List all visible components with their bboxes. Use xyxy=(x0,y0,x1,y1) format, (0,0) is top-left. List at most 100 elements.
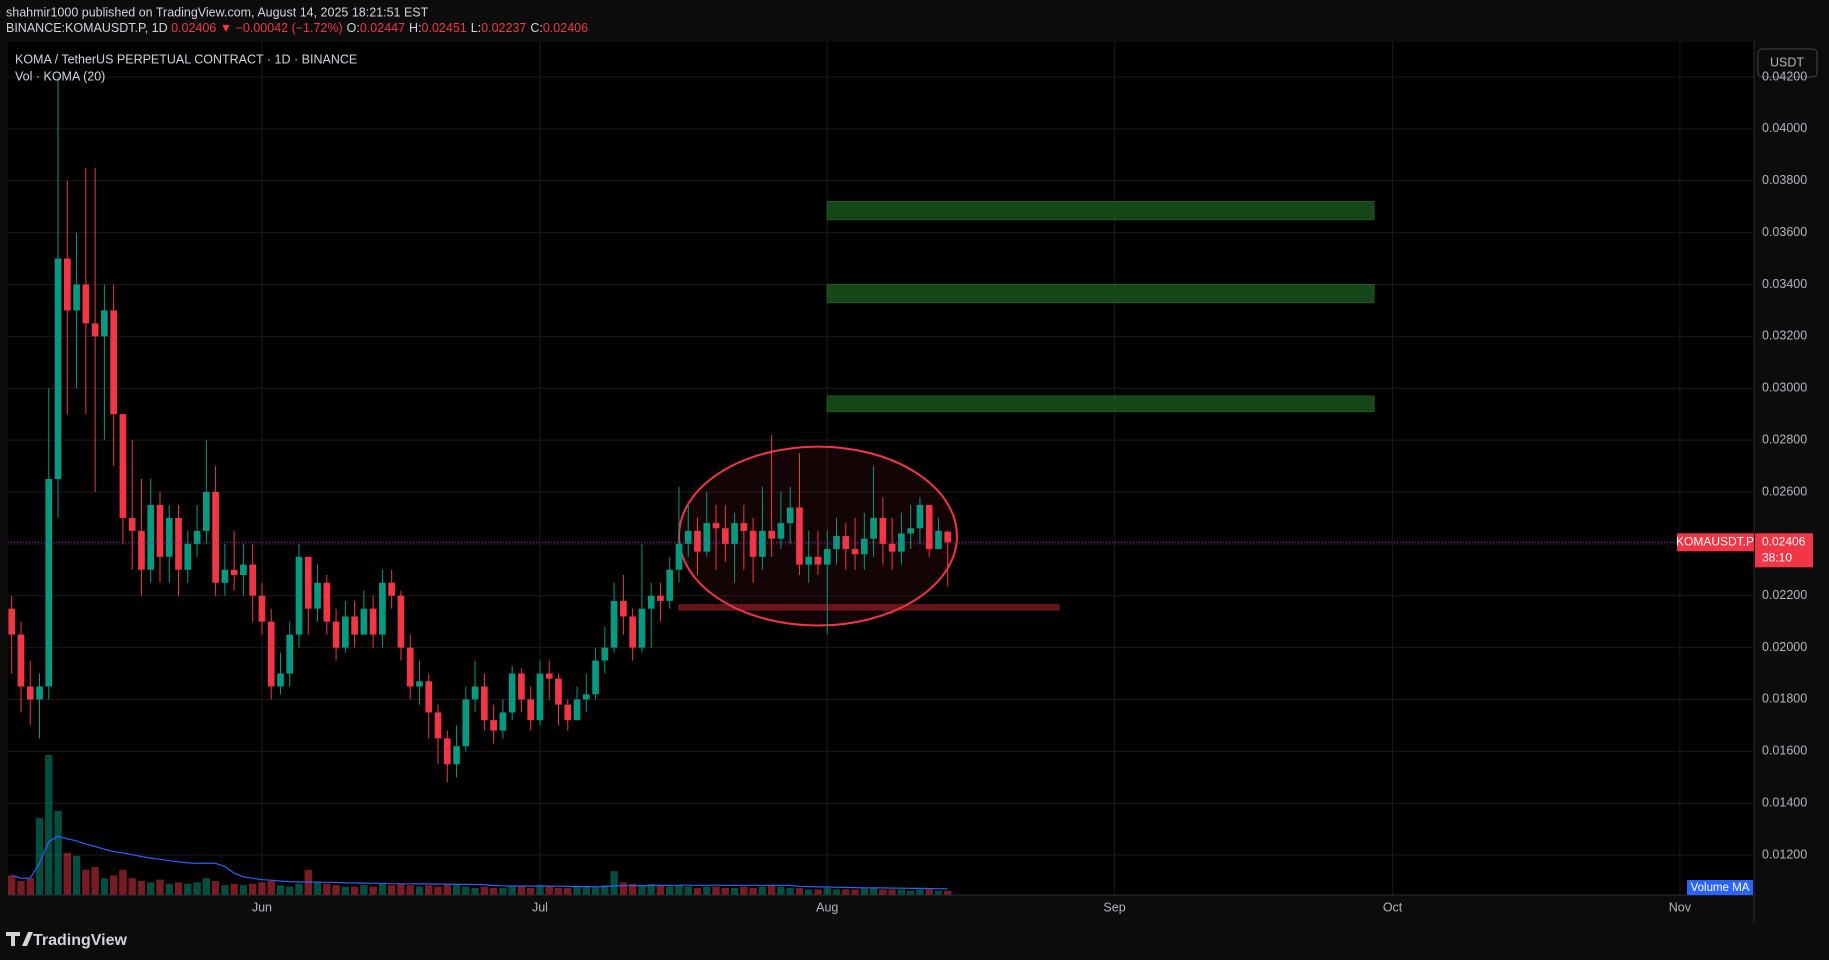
y-tick-label: 0.02000 xyxy=(1762,640,1807,654)
price-tag-price: 0.02406 xyxy=(1762,534,1806,548)
volume-bar xyxy=(221,885,229,895)
currency-button[interactable] xyxy=(1757,48,1818,78)
candle-body xyxy=(267,621,275,687)
x-tick-label: Nov xyxy=(1669,900,1692,914)
volume-bar xyxy=(248,883,257,895)
candle-body xyxy=(138,530,145,570)
candle-body xyxy=(508,673,516,713)
volume-bar xyxy=(693,888,702,895)
publisher: shahmir1000 published on TradingView.com… xyxy=(6,5,429,19)
volume-bar xyxy=(703,886,711,895)
volume-bar xyxy=(54,811,62,895)
y-tick-label: 0.03800 xyxy=(1762,173,1807,187)
y-tick-label: 0.01200 xyxy=(1762,847,1807,861)
logo xyxy=(6,932,33,946)
volume-bar xyxy=(350,886,359,895)
candle-body xyxy=(45,479,53,687)
volume-bar xyxy=(934,890,943,895)
volume-bar xyxy=(619,882,628,895)
candle-body xyxy=(481,686,488,721)
candle-body xyxy=(453,746,460,765)
candle-body xyxy=(684,530,692,544)
volume-bar xyxy=(684,886,692,895)
candle-body xyxy=(286,634,294,674)
candle-body xyxy=(796,507,803,565)
volume-bar xyxy=(805,889,813,895)
candle-body xyxy=(443,738,451,765)
legend-volume: Vol · KOMA (20) xyxy=(15,69,105,83)
candle-body xyxy=(944,531,952,543)
volume-bar xyxy=(591,886,600,895)
volume-ma-label-bg xyxy=(1687,880,1753,895)
candle-body xyxy=(935,530,942,550)
candle-body xyxy=(156,504,164,557)
volume-bar xyxy=(452,885,461,895)
candle-body xyxy=(434,712,442,739)
ohlc-key: H: xyxy=(409,21,422,35)
volume-bar xyxy=(869,888,878,895)
volume-bar xyxy=(906,890,915,895)
y-tick-label: 0.03000 xyxy=(1762,381,1807,395)
volume-bar xyxy=(230,883,238,895)
volume-bar xyxy=(72,855,81,895)
volume-bar xyxy=(832,889,841,895)
y-tick-label: 0.04000 xyxy=(1762,121,1807,135)
candle-body xyxy=(379,582,386,635)
volume-bar xyxy=(526,888,535,895)
volume-bar xyxy=(425,885,433,895)
y-tick-label: 0.01400 xyxy=(1762,795,1807,809)
x-tick-label: Jul xyxy=(532,900,548,914)
volume-bar xyxy=(434,886,442,895)
volume-bar xyxy=(860,888,869,895)
candle-body xyxy=(638,608,646,648)
candle-body xyxy=(629,616,636,648)
volume-bar xyxy=(313,882,322,895)
candle-body xyxy=(527,699,535,721)
candle-body xyxy=(573,699,581,721)
volume-ma xyxy=(11,835,948,890)
candle-body xyxy=(907,528,914,534)
candle-body xyxy=(888,543,896,552)
candle-body xyxy=(342,616,349,648)
volume-bar xyxy=(795,888,804,895)
volume-bar xyxy=(665,886,674,895)
volume-bar xyxy=(499,888,507,895)
candle-body xyxy=(397,595,405,648)
volume-bar xyxy=(443,883,451,895)
change: ▼ −0.00042 (−1.72%) xyxy=(220,21,343,35)
volume-bar xyxy=(239,885,248,895)
y-tick-label: 0.02800 xyxy=(1762,432,1807,446)
volume-bar xyxy=(193,882,201,895)
volume-bar xyxy=(758,886,767,895)
volume-bar xyxy=(360,885,368,895)
candle-body xyxy=(249,564,256,596)
volume-bar xyxy=(258,882,266,895)
candle-body xyxy=(499,712,507,731)
volume-bar xyxy=(879,889,887,895)
candle-body xyxy=(101,310,108,337)
x-tick-label: Jun xyxy=(252,900,272,914)
candle-body xyxy=(925,504,933,550)
volume-bar xyxy=(174,882,183,895)
candle-body xyxy=(462,699,470,747)
volume-bar xyxy=(842,889,850,895)
price-tag-symbol-bg xyxy=(1677,533,1754,552)
volume-bar xyxy=(137,881,146,895)
candle-body xyxy=(721,528,729,544)
currency[interactable]: USDT xyxy=(1770,55,1804,69)
volume-bar xyxy=(536,885,544,895)
candle-body xyxy=(119,414,127,518)
candle-body xyxy=(8,608,16,635)
x-tick-label: Sep xyxy=(1103,900,1125,914)
candle-body xyxy=(777,523,785,539)
candle-body xyxy=(128,517,136,531)
y-tick-label: 0.01600 xyxy=(1762,744,1807,758)
grid xyxy=(8,42,1754,895)
volume-bar xyxy=(851,889,859,895)
candle-body xyxy=(703,523,711,552)
candle-body xyxy=(786,507,794,524)
candle-body xyxy=(230,569,238,575)
volume-bar xyxy=(100,878,109,895)
candle-body xyxy=(351,616,358,635)
candle-body xyxy=(91,323,99,337)
